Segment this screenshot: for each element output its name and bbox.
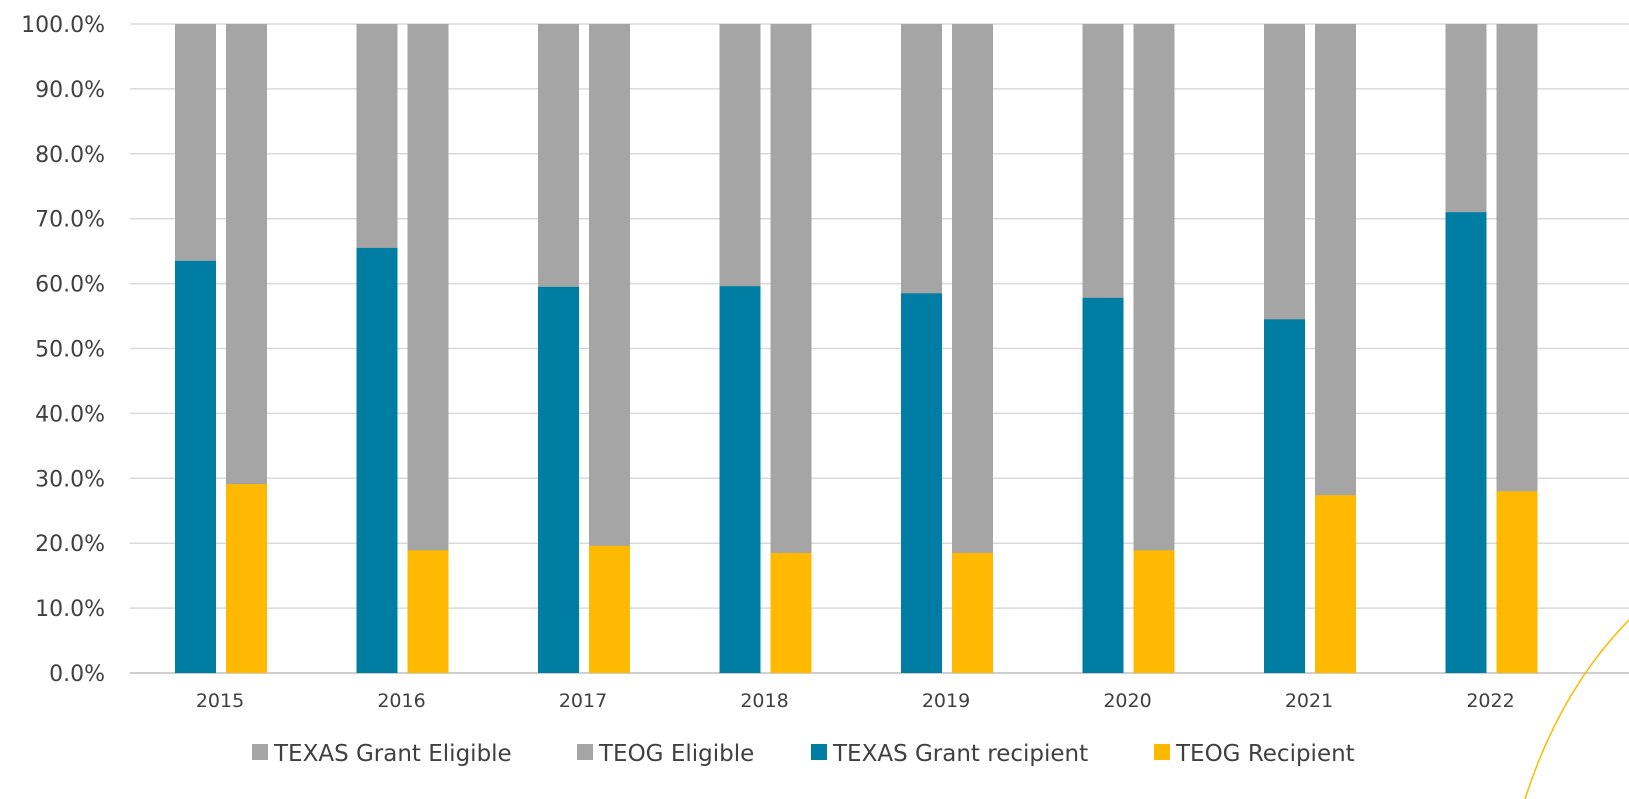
- bar-teog-recipient-2016: [407, 550, 449, 673]
- legend-swatch: [811, 744, 827, 760]
- bar-teog-recipient-2017: [589, 545, 630, 673]
- bar-texas-grant-recipient-2020: [1082, 297, 1124, 673]
- bar-texas-grant-recipient-2019: [901, 293, 942, 673]
- y-tick-label: 60.0%: [35, 273, 105, 298]
- x-tick-label: 2016: [377, 690, 425, 712]
- legend-label: TEXAS Grant Eligible: [273, 741, 512, 767]
- y-tick-label: 40.0%: [35, 402, 105, 427]
- bar-teog-recipient-2018: [770, 552, 812, 673]
- bar-teog-recipient-2021: [1315, 495, 1356, 673]
- bar-texas-grant-recipient-2015: [175, 260, 216, 673]
- gridlines: [130, 23, 1629, 674]
- x-tick-label: 2017: [559, 690, 607, 712]
- x-tick-label: 2022: [1466, 690, 1514, 712]
- x-tick-label: 2020: [1103, 690, 1151, 712]
- bar-texas-grant-recipient-2022: [1445, 212, 1487, 673]
- x-tick-label: 2019: [922, 690, 970, 712]
- y-tick-label: 50.0%: [35, 338, 105, 363]
- bar-texas-grant-recipient-2018: [719, 286, 761, 673]
- y-tick-label: 0.0%: [49, 662, 105, 687]
- legend-label: TEXAS Grant recipient: [832, 741, 1088, 767]
- bar-texas-grant-recipient-2021: [1264, 319, 1305, 673]
- legend-swatch: [1154, 744, 1170, 760]
- y-tick-label: 80.0%: [35, 143, 105, 168]
- bar-teog-recipient-2020: [1133, 550, 1175, 673]
- y-tick-label: 90.0%: [35, 78, 105, 103]
- x-axis-labels: 2015 2016 2017 2018 2019 2020 2021 2022: [196, 690, 1515, 712]
- bar-texas-grant-recipient-2017: [538, 286, 579, 673]
- bar-texas-grant-recipient-2016: [356, 247, 398, 673]
- bar-teog-recipient-2022: [1496, 491, 1538, 673]
- legend: TEXAS Grant Eligible TEOG Eligible TEXAS G…: [252, 741, 1355, 767]
- legend-swatch: [252, 744, 268, 760]
- legend-swatch: [577, 744, 593, 760]
- y-tick-label: 10.0%: [35, 597, 105, 622]
- y-tick-label: 100.0%: [21, 13, 105, 38]
- decorative-arc: [1524, 619, 1629, 799]
- y-axis-ticks: 0.0% 10.0% 20.0% 30.0% 40.0% 50.0% 60.0% 70.0% 8…: [21, 13, 105, 687]
- bars: [175, 24, 1538, 673]
- y-tick-label: 70.0%: [35, 208, 105, 233]
- x-tick-label: 2021: [1285, 690, 1333, 712]
- legend-label: TEOG Recipient: [1175, 741, 1355, 767]
- y-tick-label: 20.0%: [35, 532, 105, 557]
- legend-label: TEOG Eligible: [598, 741, 754, 767]
- x-tick-label: 2015: [196, 690, 244, 712]
- y-tick-label: 30.0%: [35, 467, 105, 492]
- bar-teog-recipient-2019: [952, 552, 993, 673]
- x-tick-label: 2018: [740, 690, 788, 712]
- bar-teog-recipient-2015: [226, 484, 267, 673]
